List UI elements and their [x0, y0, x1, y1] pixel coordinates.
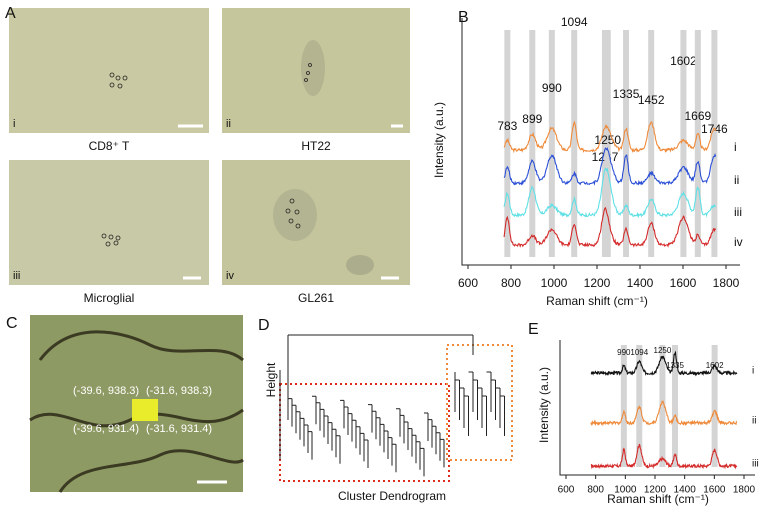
- cell: [301, 40, 325, 96]
- peak-band: [672, 345, 679, 467]
- axis: [461, 18, 740, 266]
- caption: GL261: [298, 291, 334, 305]
- x-tick-label: 1000: [614, 485, 637, 496]
- coordinate: (-31.6, 938.3): [146, 385, 212, 397]
- x-tick-label: 1200: [584, 276, 611, 290]
- peak-label: 1094: [630, 348, 648, 357]
- peak-band: [711, 345, 718, 467]
- spectrum: [503, 167, 717, 219]
- trace-label: i: [734, 140, 737, 154]
- scan-area: [132, 399, 158, 421]
- x-tick-label: 1000: [541, 276, 568, 290]
- peak-label: 1250: [654, 346, 672, 355]
- panel-label: B: [458, 9, 469, 26]
- x-tick-label: 600: [558, 485, 575, 496]
- spectrum: [590, 350, 738, 377]
- x-tick-label: 1400: [627, 276, 654, 290]
- dendrogram: [287, 334, 505, 477]
- peak-band: [659, 345, 666, 467]
- x-tick-label: 1800: [733, 485, 756, 496]
- peak-label: 1452: [638, 93, 665, 107]
- roman-label: ii: [226, 118, 231, 130]
- x-label: Raman shift (cm⁻¹): [546, 294, 648, 308]
- cluster-box: [446, 344, 513, 461]
- caption: HT22: [301, 139, 331, 153]
- peak-band: [694, 30, 701, 257]
- spectrum: [503, 146, 717, 186]
- peak-label: 990: [617, 348, 631, 357]
- panel-label: C: [6, 315, 18, 332]
- y-label: Intensity (a.u.): [432, 102, 446, 178]
- cell: [346, 255, 374, 275]
- x-label: Cluster Dendrogram: [338, 489, 446, 503]
- x-tick-label: 1800: [713, 276, 740, 290]
- x-tick-label: 1400: [674, 485, 697, 496]
- peak-band: [548, 30, 555, 257]
- peak-label: 1602: [670, 54, 697, 68]
- x-label: Raman shift (cm⁻¹): [607, 492, 709, 506]
- peak-band: [571, 30, 578, 257]
- peak-label: 1669: [684, 109, 711, 123]
- spectrum: [503, 206, 717, 248]
- trace-label: iii: [734, 205, 742, 219]
- spectrum: [590, 443, 738, 470]
- x-tick-label: 800: [587, 485, 604, 496]
- peak-band: [680, 30, 687, 257]
- panel-label: A: [5, 5, 16, 22]
- y-label: Intensity (a.u.): [537, 367, 551, 443]
- x-tick-label: 1200: [644, 485, 667, 496]
- trace-label: ii: [752, 416, 756, 427]
- trace-label: iii: [752, 459, 759, 470]
- peak-band: [529, 30, 536, 257]
- peak-label: 899: [522, 112, 542, 126]
- micrograph: [9, 160, 209, 285]
- axis: [559, 340, 755, 476]
- cluster-box: [279, 383, 450, 482]
- peak-band: [711, 30, 718, 257]
- peak-band: [504, 30, 511, 257]
- x-tick-label: 600: [458, 276, 478, 290]
- x-tick-label: 1600: [703, 485, 726, 496]
- panel-label: D: [258, 317, 270, 334]
- peak-label: 1094: [561, 15, 588, 29]
- panel-label: E: [528, 321, 539, 338]
- spectrum: [590, 400, 738, 427]
- coordinate: (-39.6, 938.3): [73, 385, 139, 397]
- roman-label: iv: [226, 270, 234, 282]
- coordinate: (-31.6, 931.4): [146, 423, 212, 435]
- spectrum: [503, 120, 717, 154]
- trace-label: iv: [734, 235, 743, 249]
- roman-label: iii: [13, 270, 20, 282]
- caption: CD8⁺ T: [89, 139, 130, 153]
- x-tick-label: 1600: [670, 276, 697, 290]
- peak-band: [604, 30, 611, 257]
- micrograph: [9, 8, 209, 133]
- peak-label: 783: [497, 119, 517, 133]
- peak-label: 1335: [666, 361, 684, 370]
- peak-label: 1335: [613, 87, 640, 101]
- points: [101, 63, 312, 247]
- peak-band: [623, 30, 630, 257]
- roman-label: i: [13, 118, 15, 130]
- coordinate: (-39.6, 931.4): [73, 423, 139, 435]
- cell: [273, 189, 317, 241]
- cell-edge: [29, 330, 244, 493]
- trace-label: ii: [734, 173, 739, 187]
- trace-label: i: [752, 366, 754, 377]
- scale-bar: [178, 124, 403, 280]
- peak-label: 990: [542, 81, 562, 95]
- y-label: Height: [264, 362, 278, 397]
- caption: Microglial: [84, 291, 135, 305]
- peak-band: [648, 30, 655, 257]
- peak-band: [620, 345, 627, 467]
- x-tick-label: 800: [501, 276, 521, 290]
